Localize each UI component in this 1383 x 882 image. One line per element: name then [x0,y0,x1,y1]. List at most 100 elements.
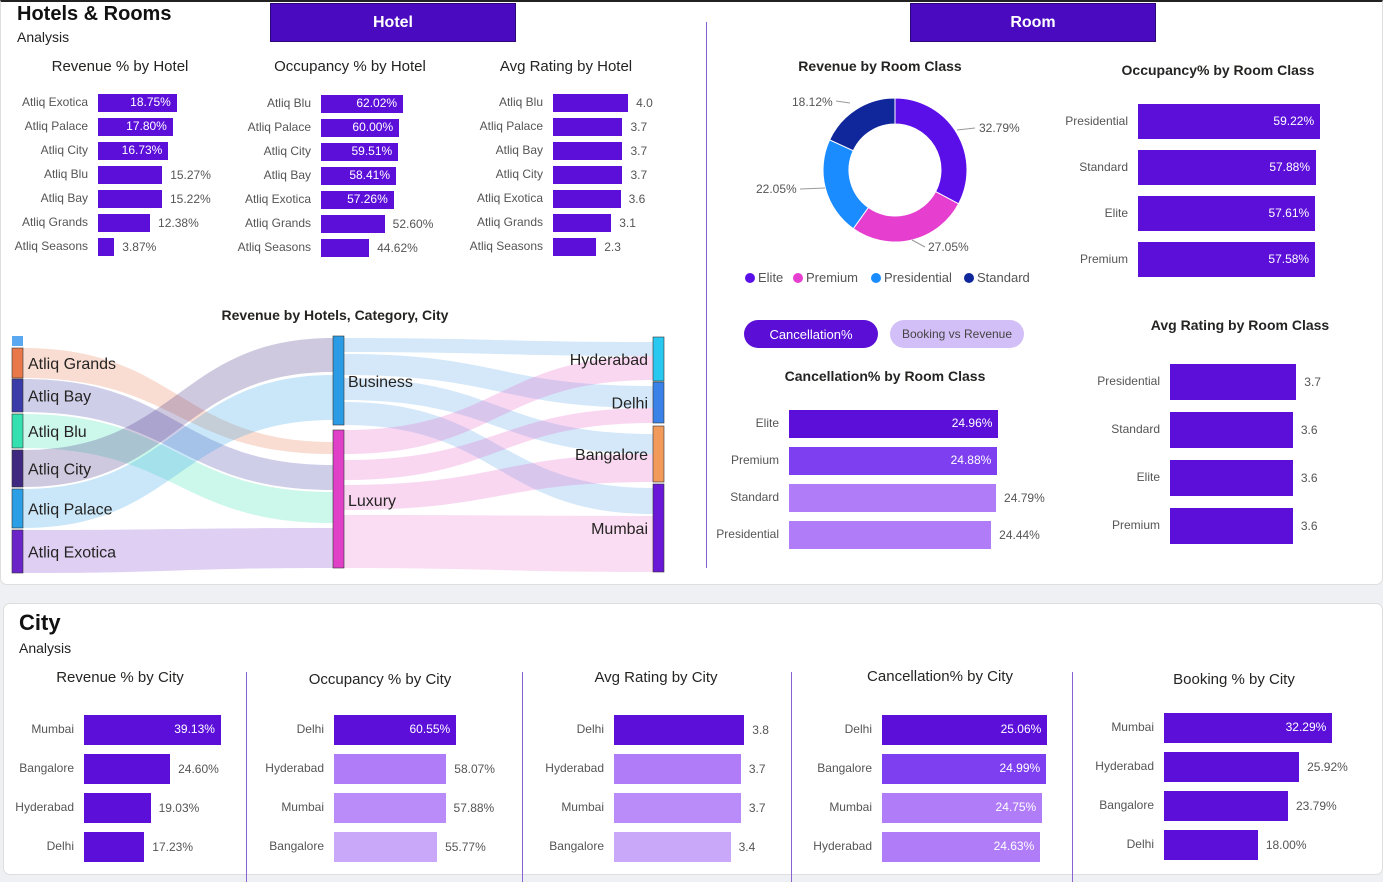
data-label: 60.00% [352,120,394,134]
category-label: Atliq Palace [24,119,88,133]
donut-slice-presidential[interactable] [822,139,870,230]
sankey-node[interactable] [11,347,24,379]
donut-slice-premium[interactable] [852,190,960,243]
bar[interactable] [1138,196,1316,231]
data-label: 3.87% [122,240,157,254]
sankey-flow[interactable] [23,379,333,490]
sankey-flow[interactable] [344,354,653,408]
bar[interactable] [789,447,998,475]
bar[interactable] [321,215,385,233]
bar[interactable] [553,214,612,232]
sankey-flow[interactable] [344,378,653,454]
tab-room[interactable]: Room [910,3,1156,42]
bar[interactable] [321,143,399,161]
sankey-node[interactable] [652,425,665,483]
bar[interactable] [84,793,151,823]
bar[interactable] [789,521,992,549]
bar[interactable] [334,754,447,784]
donut-data-label: 18.12% [792,95,833,109]
sankey-node[interactable] [11,449,24,488]
bar[interactable] [98,142,169,160]
bar[interactable] [553,94,629,112]
sankey-node[interactable] [12,336,23,346]
bar[interactable] [321,191,394,209]
sankey-flow[interactable] [344,454,653,510]
data-label: 39.13% [174,722,215,736]
donut-slice-elite[interactable] [894,97,968,205]
sankey-node[interactable] [11,413,24,449]
category-label: Presidential [1065,113,1128,128]
sankey-flow[interactable] [344,515,653,572]
bar[interactable] [1170,460,1293,496]
bar[interactable] [789,410,999,438]
legend-dot [793,272,803,283]
bar[interactable] [553,166,623,184]
tab-hotel[interactable]: Hotel [270,3,516,42]
bar[interactable] [882,832,1041,862]
hotels-rooms-panel: Hotels & Rooms Analysis Hotel Room [0,0,1383,585]
bar[interactable] [321,239,370,257]
bar[interactable] [98,94,177,112]
bar[interactable] [553,190,621,208]
bar[interactable] [1164,791,1288,821]
sankey-node[interactable] [332,335,345,426]
bar[interactable] [614,754,741,784]
sankey-flow[interactable] [344,356,653,454]
chart-title: Avg Rating by City [594,669,718,686]
sankey-node[interactable] [652,336,665,382]
bar[interactable] [614,832,731,862]
sankey-flow[interactable] [23,414,333,523]
sankey-node[interactable] [332,429,345,569]
bar[interactable] [84,754,171,784]
bar[interactable] [882,754,1047,784]
sankey-flow[interactable] [23,348,333,454]
bar[interactable] [334,793,446,823]
sankey-flow[interactable] [344,402,653,514]
sankey-node[interactable] [652,483,665,573]
sankey-flow[interactable] [344,408,653,480]
sankey-flow[interactable] [344,338,653,356]
bar[interactable] [321,95,404,113]
category-label: Delhi [1126,837,1154,851]
bar[interactable] [1138,104,1321,139]
bar[interactable] [1164,830,1258,860]
bar[interactable] [882,793,1043,823]
donut-slice-standard[interactable] [828,97,896,152]
bar[interactable] [1170,508,1293,544]
bar[interactable] [321,167,397,185]
bar[interactable] [614,793,741,823]
bar[interactable] [321,119,400,137]
bar[interactable] [553,238,597,256]
sankey-node[interactable] [652,381,665,424]
bar[interactable] [1170,364,1297,400]
bar[interactable] [614,715,745,745]
bar[interactable] [84,832,145,862]
bar[interactable] [789,484,997,512]
bar[interactable] [1138,242,1316,277]
sankey-node[interactable] [11,529,24,574]
bar[interactable] [334,715,457,745]
divider [791,672,792,882]
sankey-node[interactable] [11,488,24,529]
bar[interactable] [553,118,623,136]
bar[interactable] [98,118,173,136]
cancellation-button[interactable]: Cancellation% [744,320,878,348]
bar[interactable] [882,715,1048,745]
bar[interactable] [1170,412,1293,448]
bar[interactable] [98,238,115,256]
bar[interactable] [98,214,151,232]
category-label: Atliq Exotica [476,191,543,205]
sankey-node[interactable] [11,378,24,413]
bar[interactable] [98,166,163,184]
bar[interactable] [1138,150,1317,185]
bar[interactable] [334,832,438,862]
booking-vs-revenue-button[interactable]: Booking vs Revenue [890,320,1024,348]
bar[interactable] [1164,752,1300,782]
sankey-flow[interactable] [23,338,333,487]
bar[interactable] [84,715,221,745]
bar[interactable] [98,190,162,208]
sankey-flow[interactable] [23,528,333,573]
sankey-flow[interactable] [23,375,333,528]
bar[interactable] [553,142,623,160]
bar[interactable] [1164,713,1333,743]
